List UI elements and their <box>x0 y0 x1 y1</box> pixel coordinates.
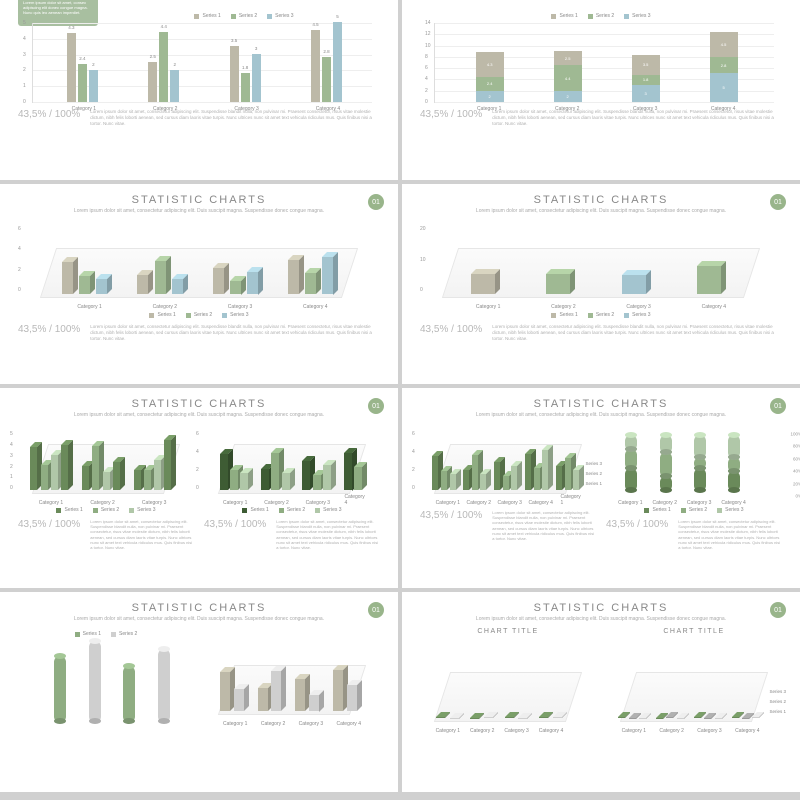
percentage-stat: 43,5% / 100% <box>606 519 668 550</box>
slide-3d-single: 01 STATISTIC CHARTS Lorem ipsum dolor si… <box>402 184 800 384</box>
stacked-bar-chart: 0246810121422.44.3Category 124.42.5Categ… <box>434 23 774 103</box>
description-text: Lorem ipsum dolor sit amet, consectetur … <box>492 510 596 541</box>
slide-grid: Lorem ipsum dolor sit amet, consec adipi… <box>0 0 800 800</box>
slide-title: STATISTIC CHARTS <box>18 194 380 206</box>
description-text: Lorem ipsum dolor sit amet, consectetur … <box>90 519 194 550</box>
legend: Series 1 Series 2 Series 3 <box>204 507 380 513</box>
cylinder-stacked-chart: 0%20%40%60%80%100%Category 1Category 2Ca… <box>608 426 780 504</box>
bar3d-chart: Category 1Category 2Category 3Category 4… <box>608 637 780 732</box>
slide-title: STATISTIC CHARTS <box>18 398 380 410</box>
legend: Series 1 Series 2 Series 3 <box>420 312 782 318</box>
slide-number-badge: 01 <box>770 194 786 210</box>
percentage-stat: 43,5% / 100% <box>420 510 482 541</box>
slide-stacked-bar: Series 1 Series 2 Series 3 0246810121422… <box>402 0 800 180</box>
slide-dual-green-3d: 01 STATISTIC CHARTS Lorem ipsum dolor si… <box>0 388 398 588</box>
description-text: Lorem ipsum dolor sit amet, consectetur … <box>678 519 782 550</box>
slide-dual-chart-title: 01 STATISTIC CHARTS Lorem ipsum dolor si… <box>402 592 800 792</box>
percentage-stat: 43,5% / 100% <box>18 324 80 342</box>
bar3d-chart: 01020 Category 1Category 2Category 3Cate… <box>430 220 772 308</box>
slide-cylinders: 01 STATISTIC CHARTS Lorem ipsum dolor si… <box>0 592 398 792</box>
slide-title: STATISTIC CHARTS <box>420 194 782 206</box>
slide-subtitle: Lorem ipsum dolor sit amet, consectetur … <box>420 412 782 418</box>
bar3d-chart: 012345 <box>20 426 192 504</box>
legend: Series 1 Series 2 Series 3 <box>420 13 782 19</box>
slide-title: STATISTIC CHARTS <box>18 602 380 614</box>
slide-cluster-and-cyl: 01 STATISTIC CHARTS Lorem ipsum dolor si… <box>402 388 800 588</box>
slide-subtitle: Lorem ipsum dolor sit amet, consectetur … <box>18 208 380 214</box>
bar3d-chart: Category 1Category 2Category 3Category 4 <box>206 630 378 725</box>
chart-title: CHART TITLE <box>420 628 596 635</box>
description-text: Lorem ipsum dolor sit amet, consectetur … <box>492 324 782 342</box>
percentage-stat: 43,5% / 100% <box>204 519 266 550</box>
legend: Series 1 Series 2 Series 3 <box>18 507 194 513</box>
percentage-stat: 43,5% / 100% <box>420 324 482 342</box>
legend: Series 1 Series 2 Series 3 <box>606 507 782 513</box>
slide-title: STATISTIC CHARTS <box>420 398 782 410</box>
slide-3d-grouped: 01 STATISTIC CHARTS Lorem ipsum dolor si… <box>0 184 398 384</box>
slide-subtitle: Lorem ipsum dolor sit amet, consectetur … <box>18 616 380 622</box>
slide-subtitle: Lorem ipsum dolor sit amet, consectetur … <box>420 208 782 214</box>
slide-number-badge: 01 <box>368 398 384 414</box>
percentage-stat: 43,5% / 100% <box>18 519 80 550</box>
percentage-stat: 43,5% / 100% <box>420 109 482 127</box>
bar3d-chart: 0246 <box>422 426 594 504</box>
bar3d-chart: 0246 <box>206 426 378 504</box>
bar3d-chart: Category 1Category 2Category 3Category 4 <box>422 637 594 732</box>
chart-title: CHART TITLE <box>606 628 782 635</box>
bar3d-chart: 0246 <box>28 220 370 308</box>
legend: Series 1 Series 2 <box>18 631 194 637</box>
slide-number-badge: 01 <box>368 602 384 618</box>
slide-number-badge: 01 <box>368 194 384 210</box>
slide-subtitle: Lorem ipsum dolor sit amet, consectetur … <box>18 412 380 418</box>
slide-number-badge: 01 <box>770 602 786 618</box>
slide-grouped-bar: Lorem ipsum dolor sit amet, consec adipi… <box>0 0 398 180</box>
cylinder-chart <box>20 640 192 735</box>
description-text: Lorem ipsum dolor sit amet, consectetur … <box>276 519 380 550</box>
grouped-bar-chart: 0123454.32.42Category 12.54.42Category 2… <box>32 23 372 103</box>
slide-title: STATISTIC CHARTS <box>420 602 782 614</box>
legend: Series 1 Series 2 Series 3 <box>18 312 380 318</box>
slide-number-badge: 01 <box>770 398 786 414</box>
slide-subtitle: Lorem ipsum dolor sit amet, consectetur … <box>420 616 782 622</box>
description-text: Lorem ipsum dolor sit amet, consectetur … <box>90 324 380 342</box>
